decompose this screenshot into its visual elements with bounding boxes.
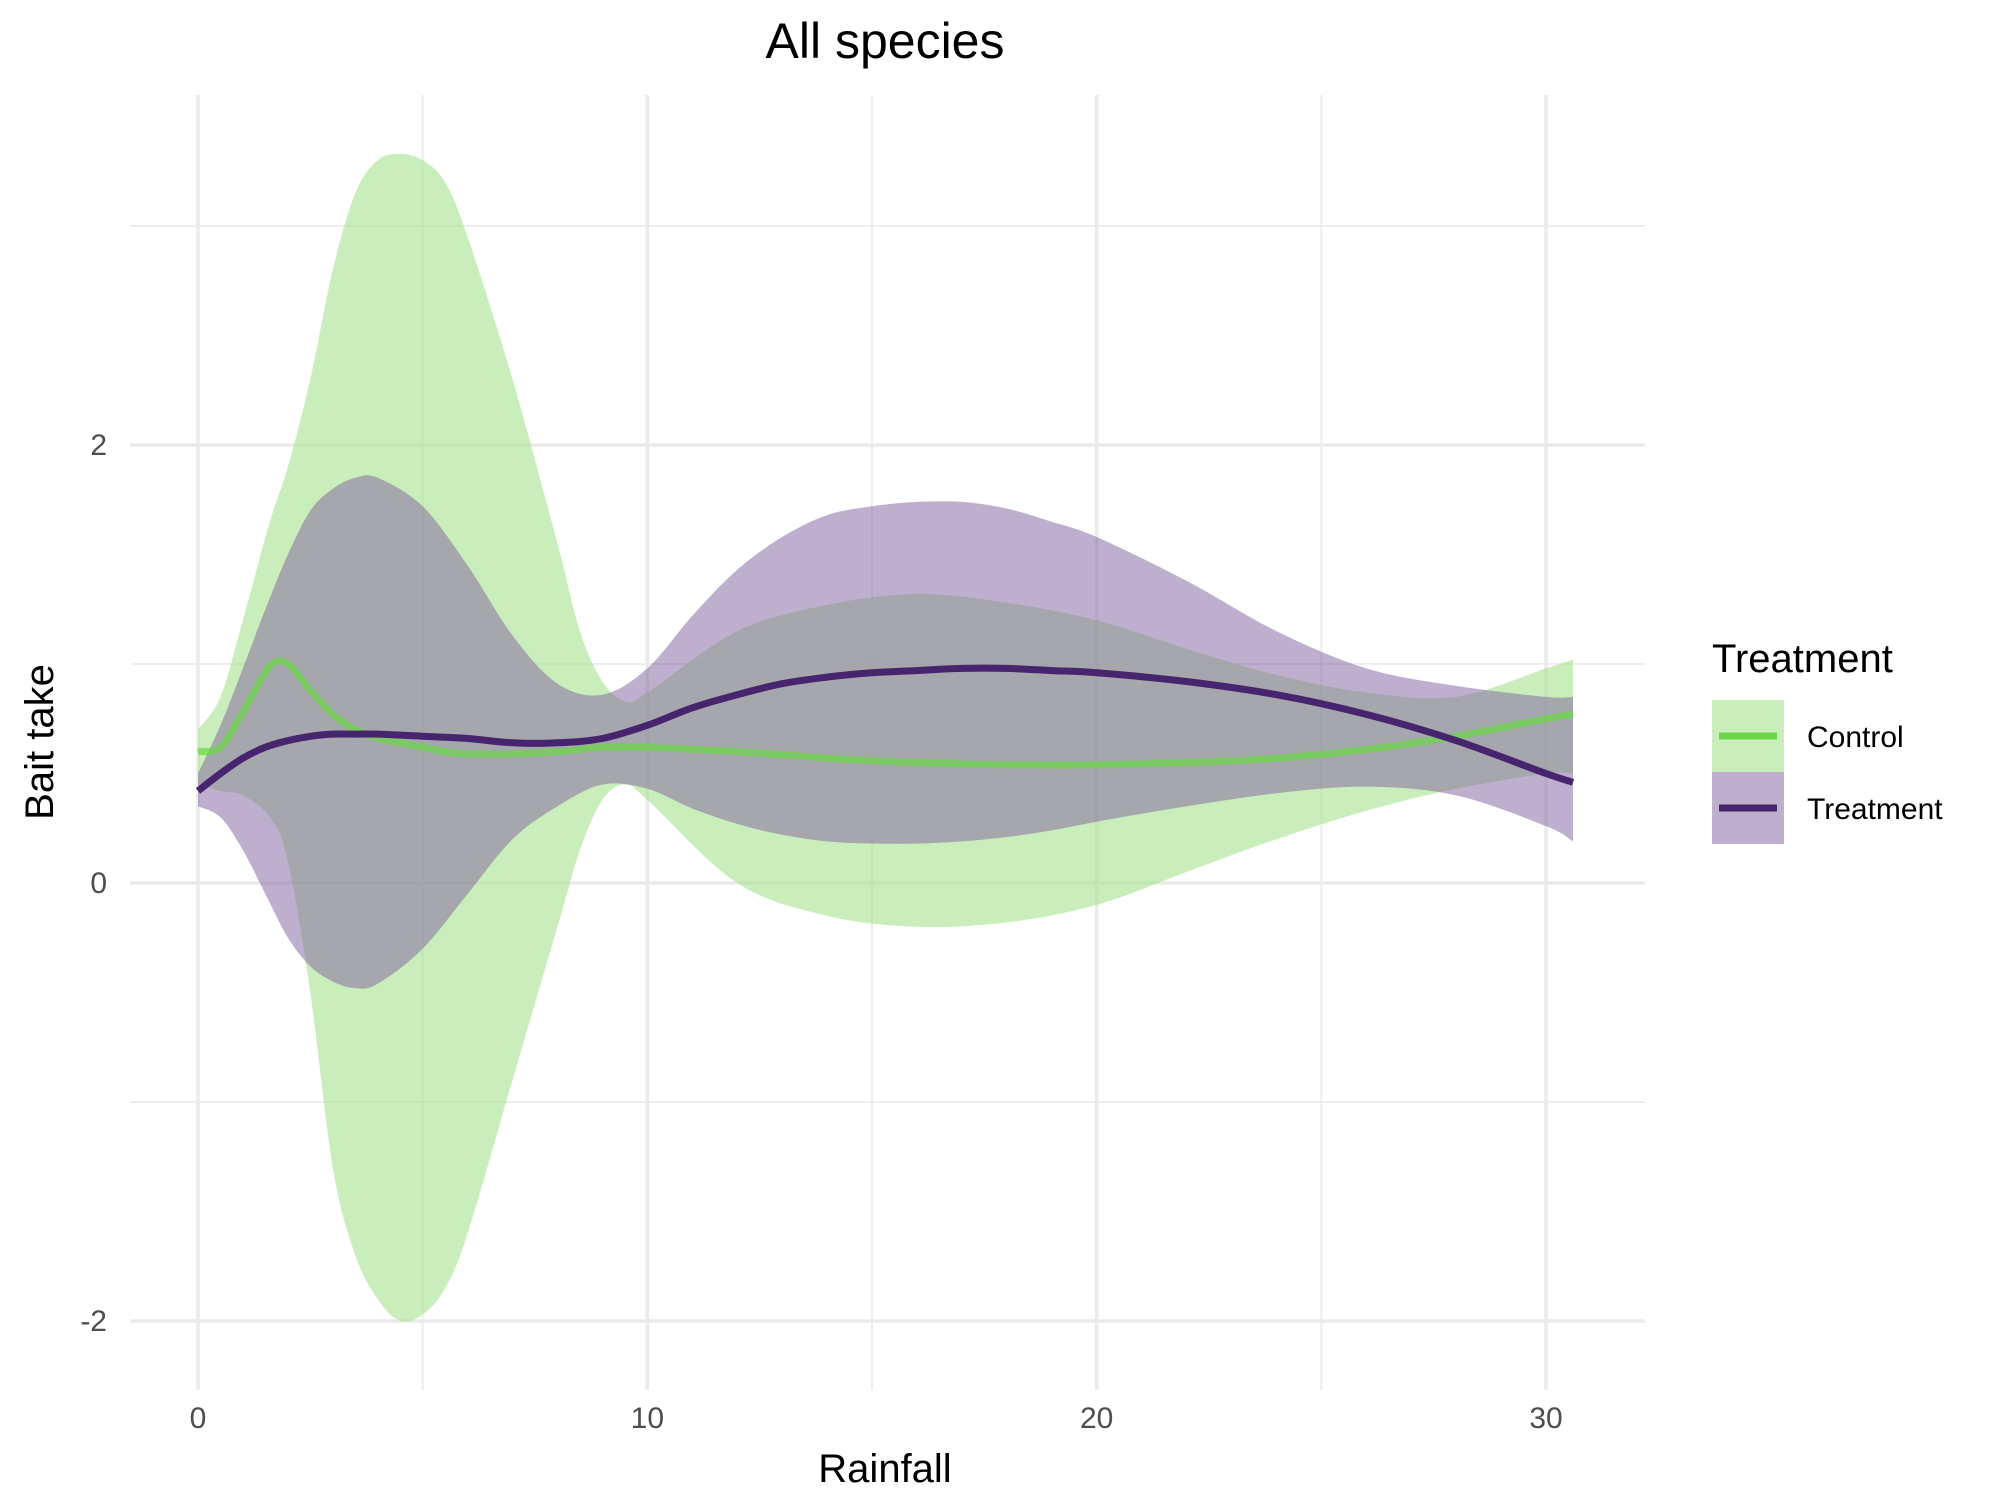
x-tick-label: 20 (1080, 1402, 1113, 1435)
series-lines (195, 657, 1575, 794)
x-tick-label: 0 (190, 1402, 207, 1435)
legend-label-control: Control (1807, 721, 1904, 754)
legend-title: Treatment (1712, 637, 1893, 681)
y-tick-label: -2 (80, 1305, 107, 1338)
control-series-line (197, 657, 1574, 769)
treatment-confidence-band (198, 475, 1573, 989)
y-tick-label: 0 (90, 867, 107, 900)
x-tick-label: 10 (631, 1402, 664, 1435)
confidence-bands (198, 153, 1573, 1322)
tick-labels: 0 10 20 30 -2 0 2 (80, 429, 1562, 1435)
y-tick-label: 2 (90, 429, 107, 462)
chart-title: All species (766, 13, 1005, 69)
legend-item-control: Control (1712, 700, 1904, 772)
x-axis-title: Rainfall (818, 1447, 951, 1491)
treatment-series-line (195, 664, 1575, 794)
legend-label-treatment: Treatment (1807, 793, 1943, 826)
x-tick-label: 30 (1529, 1402, 1562, 1435)
legend-item-treatment: Treatment (1712, 772, 1943, 844)
legend: Treatment Control Treatment (1712, 637, 1943, 844)
y-axis-title: Bait take (18, 664, 62, 820)
